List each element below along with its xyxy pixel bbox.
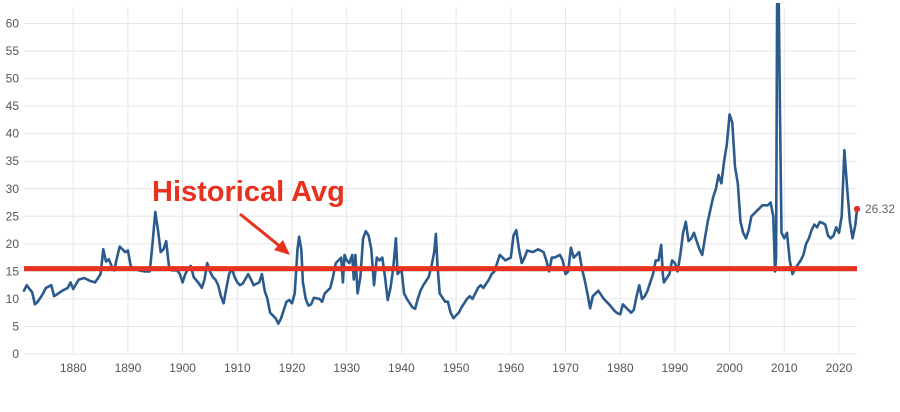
y-tick-label: 30 <box>6 182 20 196</box>
y-tick-label: 60 <box>6 17 20 31</box>
annotation-arrow <box>239 212 290 255</box>
x-tick-label: 1960 <box>497 361 524 375</box>
y-tick-label: 45 <box>6 99 20 113</box>
y-tick-label: 0 <box>12 347 19 361</box>
x-tick-label: 1970 <box>552 361 579 375</box>
y-axis-ticks: 0 5 10 15 20 25 30 35 40 45 50 55 60 <box>6 17 20 361</box>
y-gridlines <box>24 23 857 355</box>
y-tick-label: 35 <box>6 154 20 168</box>
y-tick-label: 5 <box>12 319 19 333</box>
y-tick-label: 55 <box>6 44 20 58</box>
x-tick-label: 1910 <box>224 361 251 375</box>
y-tick-label: 10 <box>6 292 20 306</box>
x-tick-label: 1890 <box>115 361 142 375</box>
y-tick-label: 50 <box>6 72 20 86</box>
y-tick-label: 15 <box>6 264 20 278</box>
historical-avg-annotation: Historical Avg <box>152 176 345 208</box>
latest-value-label: 26.32 <box>865 202 895 216</box>
x-axis-ticks: 1880 1890 1900 1910 1920 1930 1940 1950 1960 1970… <box>60 361 853 375</box>
series-line <box>22 2 859 325</box>
x-tick-label: 1940 <box>388 361 415 375</box>
x-tick-label: 2020 <box>826 361 853 375</box>
x-tick-label: 2000 <box>716 361 743 375</box>
x-tick-label: 1880 <box>60 361 87 375</box>
x-tick-label: 1980 <box>607 361 634 375</box>
x-tick-label: 1990 <box>662 361 689 375</box>
x-tick-label: 1930 <box>333 361 360 375</box>
y-tick-label: 40 <box>6 127 20 141</box>
x-tick-label: 1900 <box>169 361 196 375</box>
x-tick-label: 1920 <box>279 361 306 375</box>
x-tick-label: 2010 <box>771 361 798 375</box>
y-tick-label: 20 <box>6 237 20 251</box>
y-tick-label: 25 <box>6 209 20 223</box>
x-gridlines <box>72 7 840 354</box>
x-tick-label: 1950 <box>443 361 470 375</box>
latest-value-dot <box>853 205 861 213</box>
